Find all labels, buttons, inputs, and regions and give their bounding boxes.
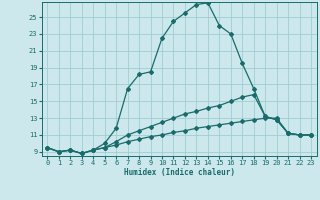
X-axis label: Humidex (Indice chaleur): Humidex (Indice chaleur) [124,168,235,177]
